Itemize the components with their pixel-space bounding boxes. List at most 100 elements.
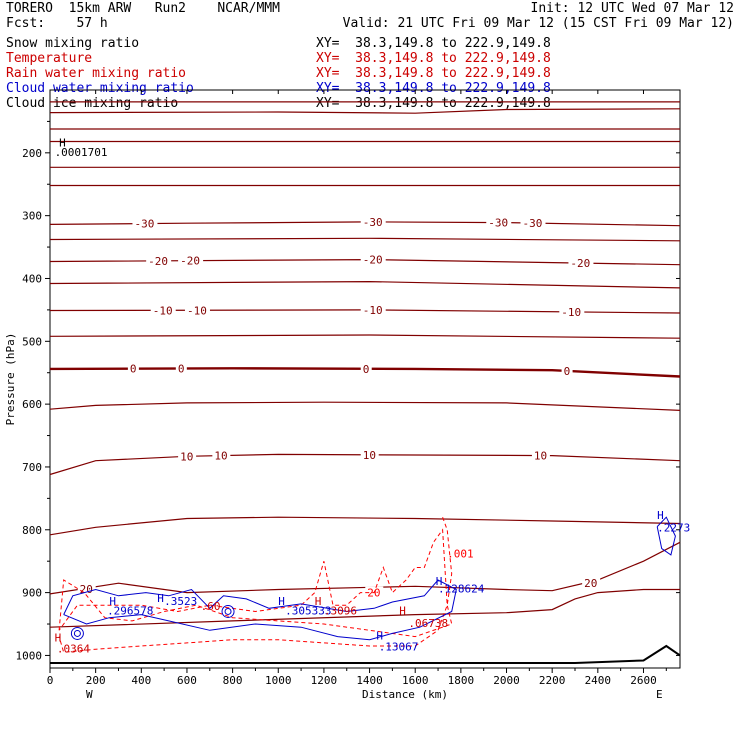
y-tick-label: 900 xyxy=(22,587,42,600)
maximum-marker: H xyxy=(376,630,383,643)
maximum-marker: H xyxy=(55,632,62,645)
contour-label: -30 xyxy=(134,218,154,231)
x-tick-label: 1800 xyxy=(448,674,475,687)
maximum-marker: H xyxy=(657,509,664,522)
cloud-water-cell xyxy=(70,626,84,640)
contour-label-bg xyxy=(178,450,197,462)
x-tick-label: 2600 xyxy=(630,674,657,687)
contour-label: 10 xyxy=(534,450,547,463)
legend-xy-range: XY= 38.3,149.8 to 222.9,149.8 xyxy=(316,96,551,111)
contour-label-bg xyxy=(178,254,204,266)
x-tick-label: 2200 xyxy=(539,674,566,687)
contour-label: 0 xyxy=(178,363,185,376)
isotherm-line xyxy=(49,367,681,378)
terrain-line xyxy=(50,644,681,664)
maximum-value: .296578 xyxy=(107,605,153,618)
isotherm-line xyxy=(49,453,681,476)
isotherm-line xyxy=(49,401,681,411)
header-valid-time: Valid: 21 UTC Fri 09 Mar 12 (15 CST Fri … xyxy=(342,16,734,31)
x-axis-east-label: E xyxy=(656,688,663,701)
rain-contour xyxy=(58,528,453,638)
isotherm-line xyxy=(49,516,681,536)
x-tick-label: 0 xyxy=(47,674,54,687)
cloud-water-cell xyxy=(73,629,81,637)
contour-label: -30 xyxy=(523,217,543,230)
contour-label-bg xyxy=(582,577,601,589)
y-axis-title: Pressure (hPa) xyxy=(4,333,17,426)
contour-label: 20 xyxy=(367,587,380,600)
y-tick-label: 700 xyxy=(22,461,42,474)
header-title: TORERO 15km ARW Run2 NCAR/MMM xyxy=(6,1,280,16)
x-tick-label: 1000 xyxy=(265,674,292,687)
contour-label-bg xyxy=(360,215,386,227)
maximum-value: .3096 xyxy=(324,605,357,618)
contour-label-bg xyxy=(568,256,594,268)
maximum-value: .305333 xyxy=(285,605,331,618)
contour-label: 0 xyxy=(130,363,137,376)
maximum-marker: H xyxy=(278,595,285,608)
x-tick-label: 2400 xyxy=(585,674,612,687)
contour-label-bg xyxy=(445,547,478,559)
maximum-value: .2273 xyxy=(657,522,690,535)
maximum-value: .0364 xyxy=(57,642,90,655)
contour-label-bg xyxy=(360,303,386,315)
x-tick-label: 400 xyxy=(131,674,151,687)
contour-label-bg xyxy=(561,364,573,376)
contour-label-bg xyxy=(184,304,210,316)
y-tick-label: 800 xyxy=(22,524,42,537)
contour-label-bg xyxy=(360,362,372,374)
legend-label: Rain water mixing ratio xyxy=(6,66,187,81)
contour-label: -10 xyxy=(363,304,383,317)
contour-label: -10 xyxy=(153,304,173,317)
legend-xy-range: XY= 38.3,149.8 to 222.9,149.8 xyxy=(316,66,551,81)
contour-label: 20 xyxy=(584,577,597,590)
header-forecast-hour: Fcst: 57 h xyxy=(6,16,108,31)
contour-label-bg xyxy=(520,216,546,228)
legend-label: Temperature xyxy=(6,51,93,66)
maximum-marker: H xyxy=(399,605,406,618)
contour-label-bg xyxy=(77,583,96,595)
contour-label-bg xyxy=(127,362,139,374)
y-tick-label: 500 xyxy=(22,335,42,348)
legend-xy-range: XY= 38.3,149.8 to 222.9,149.8 xyxy=(316,51,551,66)
maximum-value: .3523 xyxy=(164,595,197,608)
maximum-marker: H xyxy=(315,595,322,608)
isotherm-line xyxy=(49,280,681,289)
contour-label-bg xyxy=(360,448,379,460)
x-tick-label: 1200 xyxy=(311,674,338,687)
x-tick-label: 800 xyxy=(223,674,243,687)
contour-label-bg xyxy=(559,305,585,317)
x-tick-label: 1600 xyxy=(402,674,429,687)
contour-label: 10 xyxy=(214,450,227,463)
y-tick-label: 300 xyxy=(22,210,42,223)
legend-label: Snow mixing ratio xyxy=(6,36,140,51)
contour-label: -20 xyxy=(570,257,590,270)
contour-label: 0 xyxy=(363,363,370,376)
contour-label-bg xyxy=(132,217,158,229)
contour-label-bg xyxy=(175,362,187,374)
contour-label-bg xyxy=(531,449,550,461)
contour-label-bg xyxy=(212,449,231,461)
legend-label: Cloud water mixing ratio xyxy=(6,81,194,96)
legend-xy-range: XY= 38.3,149.8 to 222.9,149.8 xyxy=(316,81,551,96)
contour-label: -20 xyxy=(180,255,200,268)
x-tick-label: 600 xyxy=(177,674,197,687)
y-tick-label: 1000 xyxy=(16,649,43,662)
cloud-water-contour xyxy=(656,516,676,556)
contour-label: 10 xyxy=(180,451,193,464)
maximum-value: .06738 xyxy=(408,617,448,630)
x-axis-title: Distance (km) xyxy=(362,688,448,701)
rain-contour xyxy=(58,517,453,653)
contour-label: -20 xyxy=(148,255,168,268)
x-axis-west-label: W xyxy=(86,688,93,701)
isotherm-line xyxy=(49,108,681,114)
maximum-marker: H xyxy=(109,595,116,608)
header-init-time: Init: 12 UTC Wed 07 Mar 12 xyxy=(530,1,735,16)
x-tick-label: 200 xyxy=(86,674,106,687)
cloud-water-cell xyxy=(221,604,235,618)
contour-label-bg xyxy=(146,254,172,266)
isotherm-line xyxy=(49,541,681,595)
maximum-value: .60 xyxy=(201,600,221,613)
maximum-marker: H xyxy=(59,137,66,150)
